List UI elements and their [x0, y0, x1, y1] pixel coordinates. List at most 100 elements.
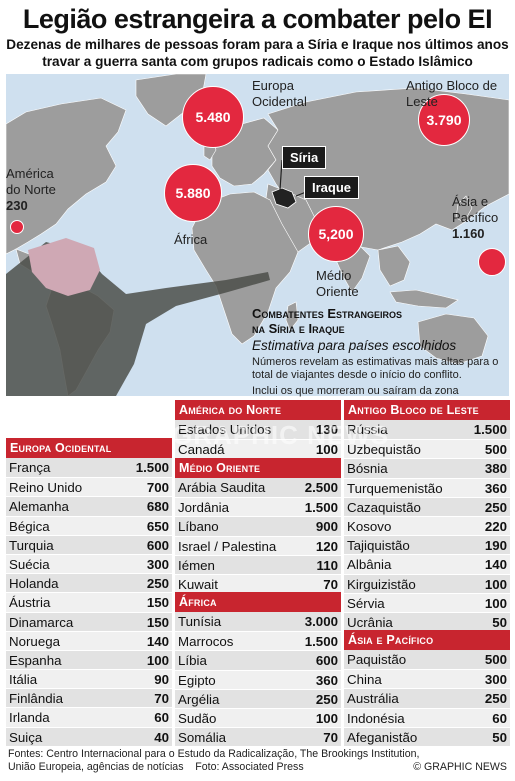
- section-header: América do Norte: [175, 400, 341, 420]
- table-row: Austrália 250: [344, 688, 510, 708]
- copyright: © GRAPHIC NEWS: [413, 761, 507, 773]
- fighter-count: 900: [315, 519, 338, 535]
- table-row: Estados Unidos 130: [175, 420, 341, 440]
- info-subtitle: Estimativa para países escolhidos: [252, 338, 457, 353]
- country-name: Alemanha: [9, 499, 69, 515]
- section-header: Europa Ocidental: [6, 438, 172, 458]
- country-name: Suiça: [9, 729, 43, 745]
- country-name: China: [347, 672, 382, 688]
- country-name: Ucrânia: [347, 614, 393, 630]
- country-name: Turquemenistão: [347, 480, 443, 496]
- table-rows: França 1.500 Reino Unido 700 Alemanha 680 Bégi…: [6, 458, 172, 746]
- table-row: Kosovo 220: [344, 515, 510, 536]
- fighter-count: 500: [484, 442, 507, 458]
- table-row: Sérvia 100: [344, 592, 510, 612]
- fighter-count: 100: [146, 652, 169, 668]
- fighter-count: 250: [484, 499, 507, 515]
- table-row: Ucrânia 50: [344, 611, 510, 632]
- table-asia-pacifico: Ásia e Pacífico Paquistão 500 China 300 Aust…: [344, 630, 510, 746]
- country-name: Marrocos: [178, 634, 234, 650]
- fighter-count: 1.500: [304, 634, 338, 650]
- country-name: Líbano: [178, 519, 219, 535]
- table-row: Marrocos 1.500: [175, 631, 341, 651]
- country-name: Tunísia: [178, 614, 222, 629]
- table-row: Egipto 360: [175, 669, 341, 689]
- table-row: Áustria 150: [6, 592, 172, 612]
- country-name: Somália: [178, 730, 227, 746]
- country-name: Arábia Saudita: [178, 480, 266, 495]
- table-row: Finlândia 70: [6, 688, 172, 708]
- fighter-count: 360: [315, 672, 338, 688]
- bubble-europa-ocidental: 5.480: [182, 86, 244, 148]
- table-row: Rússia 1.500: [344, 420, 510, 440]
- world-map: 5.480 Europa Ocidental 3.790 Antigo Bloco…: [6, 74, 509, 396]
- table-row: Noruega 140: [6, 630, 172, 650]
- country-name: Espanha: [9, 652, 62, 668]
- fighter-count: 360: [484, 480, 507, 496]
- label-america-norte: América do Norte 230: [6, 166, 56, 213]
- fighter-count: 300: [484, 672, 507, 688]
- table-row: Bégica 650: [6, 515, 172, 535]
- info-heading-line2: na Síria e Iraque: [252, 321, 345, 336]
- fighter-count: 1.500: [473, 422, 507, 437]
- fighter-count: 3.000: [304, 614, 338, 629]
- country-name: Kuwait: [178, 576, 218, 592]
- table-row: Líbano 900: [175, 516, 341, 536]
- fighter-count: 70: [154, 691, 169, 707]
- fighter-count: 140: [146, 633, 169, 649]
- fighter-count: 500: [484, 652, 507, 667]
- country-name: Iémen: [178, 557, 215, 573]
- fighter-count: 100: [315, 442, 338, 458]
- fighter-count: 190: [484, 538, 507, 554]
- table-row: Alemanha 680: [6, 496, 172, 516]
- page-title: Legião estrangeira a combater pelo EI: [22, 4, 493, 34]
- fighter-count: 50: [492, 729, 507, 745]
- country-name: Holanda: [9, 576, 59, 592]
- fighter-count: 250: [315, 691, 338, 707]
- table-row: Suécia 300: [6, 553, 172, 574]
- label-africa: África: [174, 232, 208, 247]
- country-name: Israel / Palestina: [178, 538, 277, 554]
- fighter-count: 650: [146, 518, 169, 534]
- table-row: Reino Unido 700: [6, 477, 172, 497]
- fighter-count: 2.500: [304, 480, 338, 495]
- country-name: Jordânia: [178, 500, 230, 516]
- table-africa: África Tunísia 3.000 Marrocos 1.500 Líbia 600…: [175, 592, 341, 747]
- country-name: Argélia: [178, 691, 220, 707]
- country-name: Kirguizistão: [347, 576, 416, 592]
- table-row: Kuwait 70: [175, 573, 341, 594]
- country-name: Bégica: [9, 518, 50, 534]
- country-name: Sérvia: [347, 595, 385, 611]
- bubble-bloco-leste: 3.790: [418, 94, 470, 146]
- country-name: Irlanda: [9, 710, 50, 726]
- info-heading-line1: Combatentes Estrangeiros: [252, 306, 403, 321]
- bubble-asia-pacifico: [478, 248, 506, 276]
- fighter-count: 220: [484, 518, 507, 534]
- section-header: Ásia e Pacífico: [344, 630, 510, 650]
- country-name: Canadá: [178, 442, 225, 458]
- fighter-count: 100: [484, 576, 507, 592]
- section-header: Antigo Bloco de Leste: [344, 400, 510, 420]
- country-name: Rússia: [347, 422, 388, 437]
- label-medio-oriente: Médio Oriente: [316, 268, 359, 299]
- info-note-1: Números revelam as estimativas mais alta…: [252, 356, 499, 381]
- table-row: Somália 70: [175, 727, 341, 747]
- country-name: França: [9, 460, 51, 475]
- fighter-count: 600: [146, 537, 169, 553]
- fighter-count: 120: [315, 538, 338, 554]
- fighter-count: 90: [154, 672, 169, 688]
- fighter-count: 60: [154, 710, 169, 726]
- fighter-count: 380: [484, 461, 507, 477]
- country-name: Albânia: [347, 557, 392, 573]
- fighter-count: 250: [484, 691, 507, 707]
- page-subtitle: Dezenas de milhares de pessoas foram par…: [6, 37, 509, 69]
- table-rows: Arábia Saudita 2.500 Jordânia 1.500 Líbano 90…: [175, 478, 341, 594]
- table-row: Paquistão 500: [344, 650, 510, 670]
- fighter-count: 60: [492, 710, 507, 726]
- table-row: Suiça 40: [6, 726, 172, 746]
- country-name: Estados Unidos: [178, 422, 272, 437]
- country-name: Indonésia: [347, 710, 405, 726]
- footer-sources: Fontes: Centro Internacional para o Estu…: [8, 748, 420, 773]
- table-row: França 1.500: [6, 458, 172, 478]
- fighter-count: 110: [316, 557, 338, 573]
